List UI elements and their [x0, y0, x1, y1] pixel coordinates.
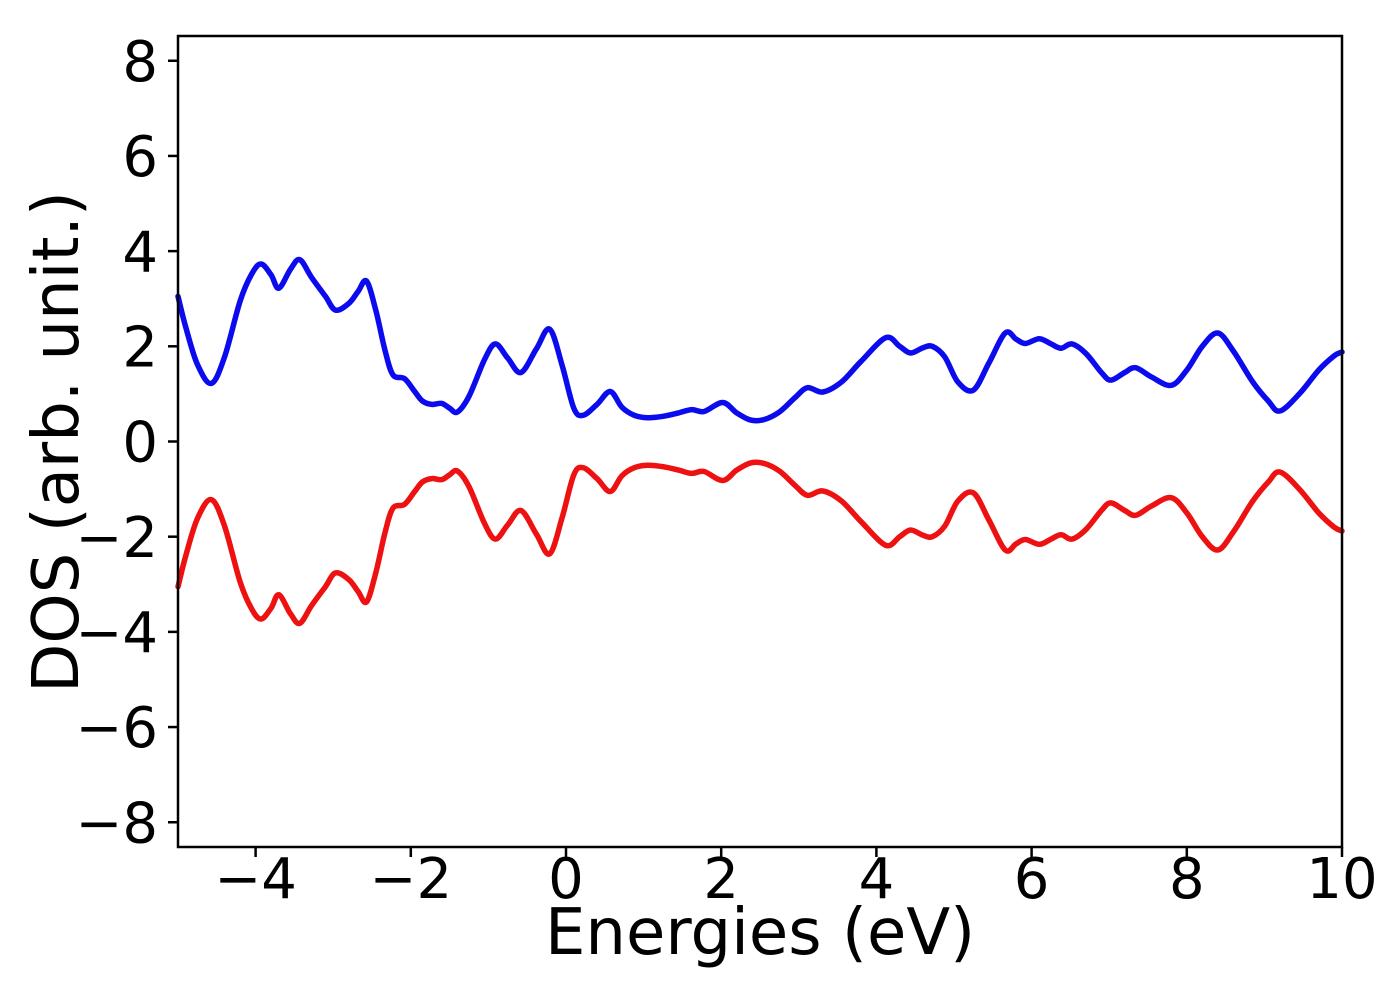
y-tick-label: −6 — [75, 696, 158, 761]
y-tick-label: −4 — [75, 601, 158, 666]
spin-down-curve — [175, 459, 1345, 627]
x-tick-label: 10 — [1306, 847, 1377, 912]
y-tick-label: 8 — [122, 30, 158, 95]
y-axis-label: DOS (arb. unit.) — [20, 191, 94, 693]
y-tick-label: 2 — [122, 315, 158, 380]
y-tick-label: −2 — [75, 506, 158, 571]
plot-frame — [176, 34, 1344, 849]
dos-curves — [175, 256, 1345, 627]
y-tick-label: 6 — [122, 125, 158, 190]
spin-up-curve — [175, 256, 1345, 424]
x-tick-label: −2 — [370, 847, 453, 912]
x-tick-label: 6 — [1014, 847, 1050, 912]
x-axis-label: Energies (eV) — [545, 896, 975, 970]
y-axis-ticks: −8 −6 −4 −2 0 2 4 6 8 — [75, 30, 178, 856]
x-tick-label: 8 — [1169, 847, 1205, 912]
x-tick-label: 4 — [859, 847, 895, 912]
x-axis-ticks: −4 −2 0 2 4 6 8 10 — [214, 847, 1378, 912]
y-tick-label: 4 — [122, 220, 158, 285]
x-tick-label: 2 — [703, 847, 739, 912]
x-tick-label: −4 — [214, 847, 297, 912]
y-tick-label: −8 — [75, 791, 158, 856]
y-tick-label: 0 — [122, 411, 158, 476]
x-tick-label: 0 — [548, 847, 584, 912]
